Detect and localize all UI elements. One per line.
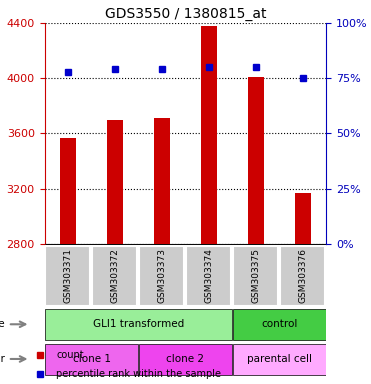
FancyBboxPatch shape (233, 246, 278, 306)
Text: percentile rank within the sample: percentile rank within the sample (56, 369, 221, 379)
FancyBboxPatch shape (92, 246, 137, 306)
Text: other: other (0, 354, 5, 364)
FancyBboxPatch shape (139, 246, 184, 306)
Text: GSM303376: GSM303376 (299, 248, 308, 303)
Text: cell type: cell type (0, 319, 5, 329)
FancyBboxPatch shape (233, 310, 325, 340)
Text: clone 2: clone 2 (167, 354, 204, 364)
Text: count: count (56, 350, 84, 360)
Bar (201, 26, 217, 384)
Bar (60, 137, 76, 384)
Text: parental cell: parental cell (247, 354, 312, 364)
FancyBboxPatch shape (45, 246, 90, 306)
Bar (248, 77, 264, 384)
Text: GSM303371: GSM303371 (63, 248, 72, 303)
FancyBboxPatch shape (46, 344, 138, 374)
FancyBboxPatch shape (233, 344, 325, 374)
FancyBboxPatch shape (46, 310, 232, 340)
Bar (107, 120, 123, 384)
Text: clone 1: clone 1 (72, 354, 111, 364)
Bar (295, 193, 311, 384)
Text: GSM303372: GSM303372 (111, 248, 119, 303)
Title: GDS3550 / 1380815_at: GDS3550 / 1380815_at (105, 7, 266, 21)
Bar (154, 118, 170, 384)
Text: control: control (261, 319, 298, 329)
Text: GSM303374: GSM303374 (204, 248, 213, 303)
FancyBboxPatch shape (280, 246, 325, 306)
FancyBboxPatch shape (139, 344, 232, 374)
Text: GSM303373: GSM303373 (158, 248, 167, 303)
Text: GLI1 transformed: GLI1 transformed (93, 319, 184, 329)
FancyBboxPatch shape (186, 246, 231, 306)
Text: GSM303375: GSM303375 (252, 248, 260, 303)
